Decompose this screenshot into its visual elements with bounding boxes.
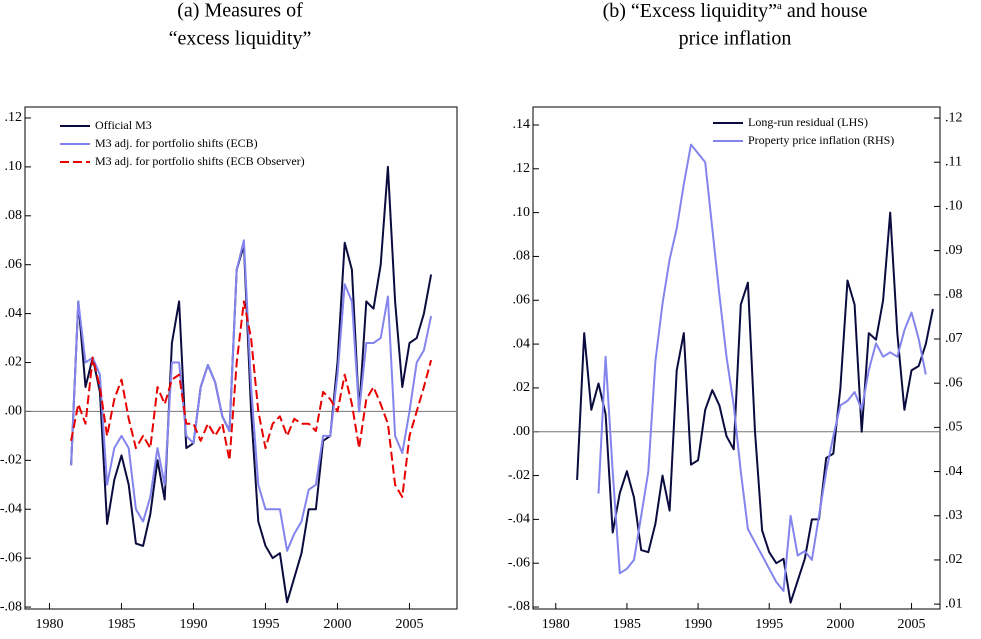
x-tick-label: 1995 xyxy=(251,617,279,632)
y-tick-label: -.06 xyxy=(508,555,530,570)
y-tick-label: -.06 xyxy=(0,550,22,565)
x-tick-label: 1980 xyxy=(35,617,63,632)
y-tick-label: .04 xyxy=(513,336,531,351)
y2-tick-label: .11 xyxy=(945,154,962,169)
series-line xyxy=(70,300,433,498)
y2-tick-label: .10 xyxy=(945,199,963,214)
title-part: and house xyxy=(782,0,868,22)
plot-frame xyxy=(24,106,458,610)
x-tick-label: 1980 xyxy=(542,617,570,632)
chart-title: “excess liquidity” xyxy=(169,28,312,50)
x-tick-label: 2000 xyxy=(323,617,351,632)
x-tick-label: 2005 xyxy=(395,617,423,632)
y2-tick-label: .09 xyxy=(945,243,963,258)
title-part: a xyxy=(777,0,782,12)
series-line xyxy=(597,143,927,592)
y-tick-label: -.04 xyxy=(508,512,530,527)
series-line xyxy=(70,165,433,604)
plot-frame xyxy=(532,106,941,610)
y-tick-label: -.08 xyxy=(508,599,530,614)
chart-title: price inflation xyxy=(679,28,792,50)
y-tick-label: .00 xyxy=(513,424,531,439)
y2-tick-label: .02 xyxy=(945,552,963,567)
y2-tick-label: .03 xyxy=(945,508,963,523)
y2-tick-label: .01 xyxy=(945,596,963,611)
y2-tick-label: .12 xyxy=(945,110,963,125)
y-tick-label: .06 xyxy=(513,292,531,307)
y-tick-label: .14 xyxy=(513,117,531,132)
series-line xyxy=(576,211,934,604)
y-tick-label: .08 xyxy=(513,249,531,264)
x-tick-label: 1985 xyxy=(107,617,135,632)
y2-tick-label: .08 xyxy=(945,287,963,302)
y-tick-label: .02 xyxy=(513,380,531,395)
title-part: (b) “Excess liquidity” xyxy=(603,0,777,22)
y-tick-label: -.08 xyxy=(0,599,22,614)
y-tick-label: .08 xyxy=(5,208,23,223)
y2-tick-label: .07 xyxy=(945,331,963,346)
x-tick-label: 1990 xyxy=(684,617,712,632)
legend-label: M3 adj. for portfolio shifts (ECB Observ… xyxy=(95,154,305,168)
y-tick-label: -.04 xyxy=(0,501,22,516)
x-tick-label: 2000 xyxy=(826,617,854,632)
legend-label: Property price inflation (RHS) xyxy=(748,133,894,147)
y-tick-label: .12 xyxy=(513,161,531,176)
y-tick-label: .02 xyxy=(5,355,23,370)
y-tick-label: .04 xyxy=(5,306,23,321)
y2-tick-label: .06 xyxy=(945,375,963,390)
x-tick-label: 2005 xyxy=(898,617,926,632)
chart-title: (b) “Excess liquidity”a and house xyxy=(603,0,868,22)
y-tick-label: -.02 xyxy=(0,453,22,468)
chart-title: (a) Measures of xyxy=(177,0,303,22)
y-tick-label: .12 xyxy=(5,110,23,125)
y2-tick-label: .04 xyxy=(945,464,963,479)
series-line xyxy=(70,239,433,552)
y-tick-label: .10 xyxy=(513,205,531,220)
y-tick-label: -.02 xyxy=(508,468,530,483)
legend-label: M3 adj. for portfolio shifts (ECB) xyxy=(95,136,258,150)
x-tick-label: 1995 xyxy=(755,617,783,632)
x-tick-label: 1990 xyxy=(179,617,207,632)
y-tick-label: .06 xyxy=(5,257,23,272)
y-tick-label: .10 xyxy=(5,159,23,174)
x-tick-label: 1985 xyxy=(613,617,641,632)
y2-tick-label: .05 xyxy=(945,420,963,435)
legend-label: Long-run residual (LHS) xyxy=(748,115,868,129)
legend-label: Official M3 xyxy=(95,118,152,132)
y-tick-label: .00 xyxy=(5,404,23,419)
